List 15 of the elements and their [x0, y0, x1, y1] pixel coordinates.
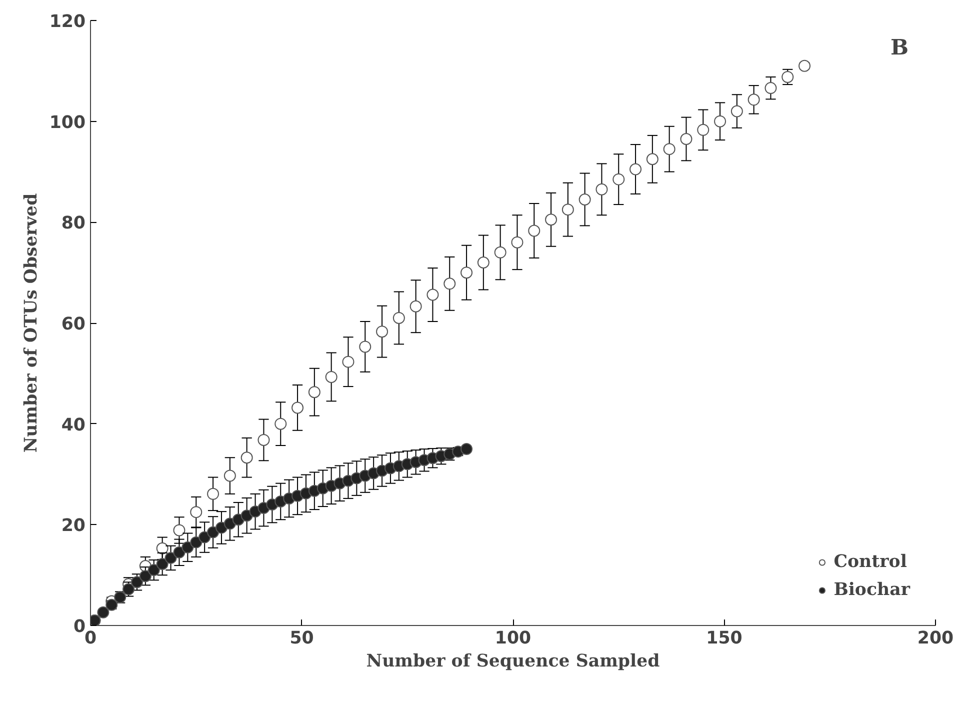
x-axis-title: Number of Sequence Sampled: [366, 652, 660, 672]
y-axis-title: Number of OTUs Observed: [21, 193, 42, 453]
y-tick-label: 60: [61, 314, 86, 334]
y-tick-label: 40: [61, 415, 86, 436]
x-tick-label: 50: [290, 628, 314, 648]
legend-label: Control: [834, 552, 907, 572]
annotation: B: [890, 36, 909, 60]
y-tick-label: 100: [49, 112, 86, 133]
y-tick-label: 20: [61, 516, 86, 536]
legend-label: Biochar: [834, 580, 910, 600]
x-tick-label: 200: [917, 628, 954, 648]
x-tick-label: 100: [494, 628, 532, 648]
y-tick-label: 120: [49, 12, 86, 32]
y-tick-label: 80: [61, 214, 86, 234]
x-tick-label: 150: [706, 628, 742, 648]
